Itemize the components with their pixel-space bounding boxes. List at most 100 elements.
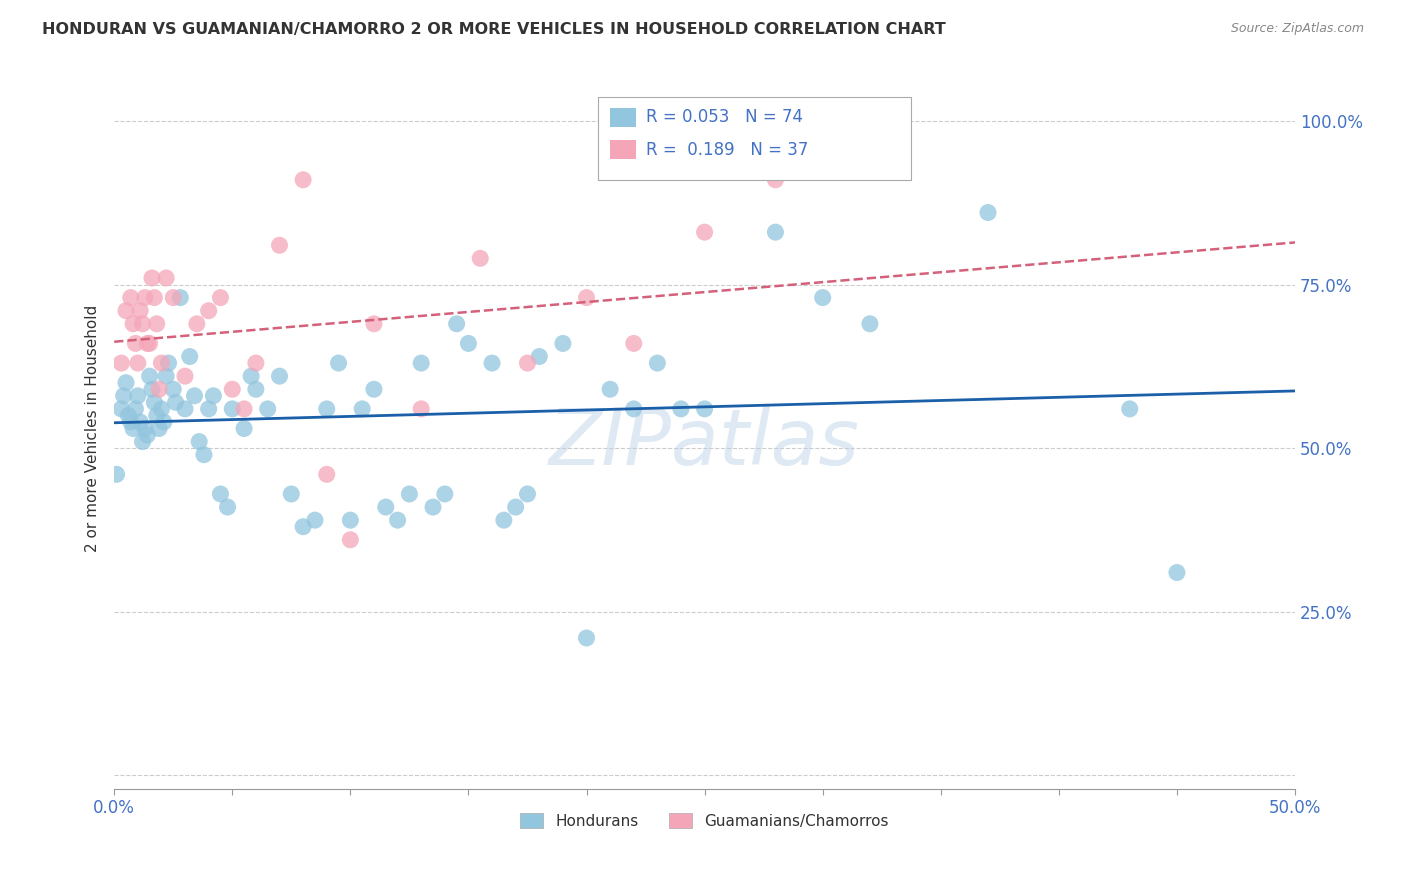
Point xyxy=(470,252,492,266)
Point xyxy=(157,356,180,370)
Point xyxy=(129,415,152,429)
Point xyxy=(280,487,302,501)
Y-axis label: 2 or more Vehicles in Household: 2 or more Vehicles in Household xyxy=(86,305,100,552)
Point xyxy=(115,303,138,318)
Point xyxy=(145,317,167,331)
Point xyxy=(315,401,337,416)
Point xyxy=(575,291,598,305)
Point xyxy=(398,487,420,501)
Point xyxy=(186,317,208,331)
Point xyxy=(169,291,191,305)
Point xyxy=(221,401,243,416)
Point xyxy=(138,336,160,351)
Point xyxy=(145,409,167,423)
Bar xyxy=(610,108,636,127)
Point xyxy=(179,350,201,364)
Point xyxy=(516,356,538,370)
Point xyxy=(122,317,145,331)
Point xyxy=(233,421,256,435)
Point xyxy=(127,356,149,370)
Point xyxy=(446,317,468,331)
Point xyxy=(148,421,170,435)
Point xyxy=(551,336,574,351)
Point xyxy=(245,382,267,396)
Point xyxy=(240,369,263,384)
FancyBboxPatch shape xyxy=(599,97,911,180)
Point xyxy=(859,317,882,331)
Text: Source: ZipAtlas.com: Source: ZipAtlas.com xyxy=(1230,22,1364,36)
Point xyxy=(120,291,142,305)
Point xyxy=(162,382,184,396)
Point xyxy=(339,533,361,547)
Point xyxy=(165,395,187,409)
Text: R =  0.189   N = 37: R = 0.189 N = 37 xyxy=(645,141,808,159)
Point xyxy=(174,369,197,384)
Point xyxy=(150,401,173,416)
Point xyxy=(328,356,350,370)
Point xyxy=(127,389,149,403)
Point xyxy=(599,382,621,396)
Point xyxy=(575,631,598,645)
Point xyxy=(411,401,433,416)
Point xyxy=(117,409,139,423)
Point xyxy=(209,291,232,305)
Point xyxy=(693,225,716,239)
Point xyxy=(141,382,163,396)
Point xyxy=(217,500,239,514)
Point xyxy=(623,336,645,351)
Point xyxy=(292,519,315,533)
Point xyxy=(245,356,267,370)
Point xyxy=(131,317,153,331)
Bar xyxy=(610,140,636,160)
Point xyxy=(155,369,177,384)
Point xyxy=(1118,401,1140,416)
Point xyxy=(193,448,215,462)
Point xyxy=(120,415,142,429)
Point xyxy=(292,173,315,187)
Point xyxy=(155,271,177,285)
Point xyxy=(188,434,211,449)
Point xyxy=(304,513,326,527)
Point xyxy=(765,173,787,187)
Point xyxy=(209,487,232,501)
Point xyxy=(977,205,1000,219)
Point xyxy=(148,382,170,396)
Point xyxy=(105,467,128,482)
Text: R = 0.053   N = 74: R = 0.053 N = 74 xyxy=(645,108,803,127)
Point xyxy=(134,421,156,435)
Point xyxy=(124,401,146,416)
Point xyxy=(352,401,374,416)
Point xyxy=(162,291,184,305)
Point xyxy=(131,434,153,449)
Point xyxy=(457,336,479,351)
Point xyxy=(363,382,385,396)
Point xyxy=(529,350,551,364)
Point xyxy=(269,369,291,384)
Point xyxy=(202,389,225,403)
Point xyxy=(122,421,145,435)
Point xyxy=(233,401,256,416)
Point xyxy=(110,356,132,370)
Point xyxy=(411,356,433,370)
Text: ZIPatlas: ZIPatlas xyxy=(550,405,860,481)
Point xyxy=(150,356,173,370)
Point xyxy=(422,500,444,514)
Point xyxy=(143,291,166,305)
Text: HONDURAN VS GUAMANIAN/CHAMORRO 2 OR MORE VEHICLES IN HOUSEHOLD CORRELATION CHART: HONDURAN VS GUAMANIAN/CHAMORRO 2 OR MORE… xyxy=(42,22,946,37)
Point xyxy=(811,291,834,305)
Point xyxy=(481,356,503,370)
Point xyxy=(141,271,163,285)
Point xyxy=(112,389,135,403)
Point xyxy=(693,401,716,416)
Point xyxy=(174,401,197,416)
Point xyxy=(765,225,787,239)
Point xyxy=(110,401,132,416)
Point xyxy=(387,513,409,527)
Point xyxy=(221,382,243,396)
Point xyxy=(143,395,166,409)
Point xyxy=(433,487,456,501)
Point xyxy=(669,401,692,416)
Point xyxy=(134,291,156,305)
Point xyxy=(516,487,538,501)
Legend: Hondurans, Guamanians/Chamorros: Hondurans, Guamanians/Chamorros xyxy=(515,806,896,835)
